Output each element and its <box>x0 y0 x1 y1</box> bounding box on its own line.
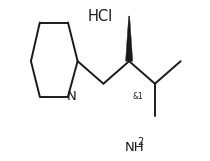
Polygon shape <box>126 16 133 61</box>
Text: HCl: HCl <box>88 9 113 24</box>
Text: NH: NH <box>124 141 144 154</box>
Text: N: N <box>67 90 77 103</box>
Text: &1: &1 <box>132 92 143 101</box>
Text: 2: 2 <box>137 137 143 147</box>
